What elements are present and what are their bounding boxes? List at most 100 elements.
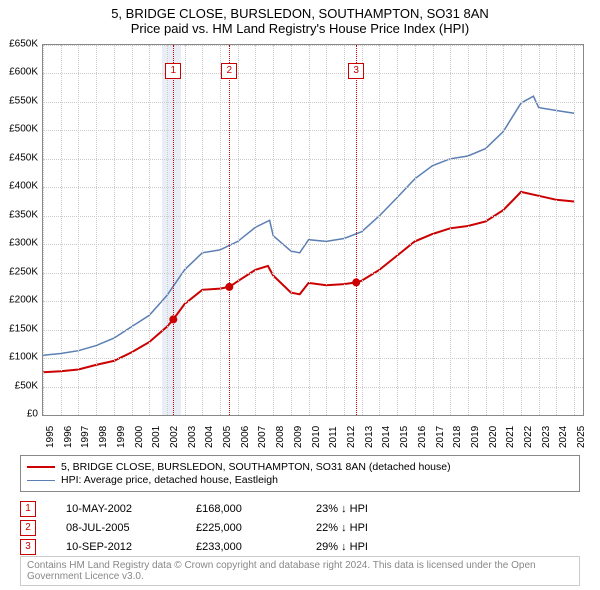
x-tick-label: 2009: [293, 426, 304, 448]
x-tick-label: 2002: [169, 426, 180, 448]
x-tick-label: 2005: [222, 426, 233, 448]
gridline-v: [273, 45, 274, 415]
gridline-v: [185, 45, 186, 415]
gridline-v: [450, 45, 451, 415]
sales-price: £225,000: [196, 522, 316, 534]
legend-label-hpi: HPI: Average price, detached house, East…: [61, 474, 278, 486]
chart-title-line2: Price paid vs. HM Land Registry's House …: [0, 21, 600, 36]
gridline-v: [362, 45, 363, 415]
sales-row: 1 10-MAY-2002£168,00023% ↓ HPI: [20, 501, 580, 517]
x-tick-label: 2006: [240, 426, 251, 448]
y-tick-label: £550K: [9, 95, 38, 106]
attribution-text: Contains HM Land Registry data © Crown c…: [20, 556, 580, 586]
sales-num-box: 1: [20, 501, 36, 517]
y-tick-label: £250K: [9, 266, 38, 277]
y-tick-label: £400K: [9, 181, 38, 192]
marker-line: [229, 45, 230, 415]
sales-date: 10-MAY-2002: [66, 503, 196, 515]
gridline-v: [379, 45, 380, 415]
chart-title-line1: 5, BRIDGE CLOSE, BURSLEDON, SOUTHAMPTON,…: [0, 6, 600, 21]
gridline-h: [43, 244, 583, 245]
gridline-v: [397, 45, 398, 415]
sales-diff: 23% ↓ HPI: [316, 503, 436, 515]
y-tick-label: £350K: [9, 209, 38, 220]
x-tick-label: 2024: [558, 426, 569, 448]
x-tick-label: 2013: [364, 426, 375, 448]
gridline-v: [43, 45, 44, 415]
x-tick-label: 2018: [452, 426, 463, 448]
gridline-v: [415, 45, 416, 415]
y-tick-label: £600K: [9, 67, 38, 78]
gridline-v: [486, 45, 487, 415]
gridline-v: [96, 45, 97, 415]
sales-diff: 29% ↓ HPI: [316, 541, 436, 553]
marker-line: [173, 45, 174, 415]
x-tick-label: 2003: [187, 426, 198, 448]
gridline-v: [202, 45, 203, 415]
gridline-v: [344, 45, 345, 415]
sales-table: 110-MAY-2002£168,00023% ↓ HPI208-JUL-200…: [20, 498, 580, 558]
y-axis-labels: £0£50K£100K£150K£200K£250K£300K£350K£400…: [0, 44, 40, 414]
gridline-h: [43, 159, 583, 160]
x-tick-label: 2022: [523, 426, 534, 448]
gridline-v: [132, 45, 133, 415]
sales-row: 208-JUL-2005£225,00022% ↓ HPI: [20, 520, 580, 536]
x-tick-label: 2023: [541, 426, 552, 448]
gridline-v: [326, 45, 327, 415]
y-tick-label: £300K: [9, 238, 38, 249]
x-tick-label: 2007: [257, 426, 268, 448]
gridline-v: [556, 45, 557, 415]
sales-diff: 22% ↓ HPI: [316, 522, 436, 534]
gridline-h: [43, 102, 583, 103]
sales-price: £168,000: [196, 503, 316, 515]
x-tick-label: 2004: [204, 426, 215, 448]
x-tick-label: 1997: [80, 426, 91, 448]
legend-row-property: 5, BRIDGE CLOSE, BURSLEDON, SOUTHAMPTON,…: [27, 461, 573, 473]
sales-date: 10-SEP-2012: [66, 541, 196, 553]
gridline-h: [43, 187, 583, 188]
x-tick-label: 2012: [346, 426, 357, 448]
gridline-h: [43, 45, 583, 46]
sales-price: £233,000: [196, 541, 316, 553]
gridline-v: [255, 45, 256, 415]
gridline-h: [43, 330, 583, 331]
legend-label-property: 5, BRIDGE CLOSE, BURSLEDON, SOUTHAMPTON,…: [61, 461, 451, 473]
sales-row: 3 10-SEP-2012£233,00029% ↓ HPI: [20, 539, 580, 555]
gridline-v: [78, 45, 79, 415]
x-tick-label: 2014: [381, 426, 392, 448]
x-tick-label: 2010: [311, 426, 322, 448]
marker-number-box: 1: [165, 63, 181, 79]
gridline-h: [43, 130, 583, 131]
x-tick-label: 2019: [470, 426, 481, 448]
gridline-v: [503, 45, 504, 415]
y-tick-label: £500K: [9, 124, 38, 135]
gridline-v: [309, 45, 310, 415]
legend: 5, BRIDGE CLOSE, BURSLEDON, SOUTHAMPTON,…: [20, 455, 580, 492]
gridline-h: [43, 73, 583, 74]
gridline-h: [43, 301, 583, 302]
x-tick-label: 2020: [488, 426, 499, 448]
x-tick-label: 2021: [505, 426, 516, 448]
x-axis-labels: 1995199619971998199920002001200220032004…: [42, 416, 582, 456]
legend-row-hpi: HPI: Average price, detached house, East…: [27, 474, 573, 486]
y-tick-label: £200K: [9, 295, 38, 306]
y-tick-label: £450K: [9, 152, 38, 163]
sales-num-box: 3: [20, 539, 36, 555]
x-tick-label: 1996: [63, 426, 74, 448]
marker-number-box: 3: [348, 63, 364, 79]
legend-swatch-hpi: [27, 480, 55, 481]
gridline-v: [521, 45, 522, 415]
x-tick-label: 2008: [275, 426, 286, 448]
gridline-h: [43, 216, 583, 217]
x-tick-label: 2011: [328, 426, 339, 448]
gridline-v: [539, 45, 540, 415]
gridline-v: [114, 45, 115, 415]
sales-num-box: 2: [20, 520, 36, 536]
gridline-v: [238, 45, 239, 415]
x-tick-label: 2000: [134, 426, 145, 448]
gridline-h: [43, 273, 583, 274]
chart-svg: [43, 45, 583, 415]
x-tick-label: 2017: [435, 426, 446, 448]
x-tick-label: 2016: [417, 426, 428, 448]
marker-line: [356, 45, 357, 415]
